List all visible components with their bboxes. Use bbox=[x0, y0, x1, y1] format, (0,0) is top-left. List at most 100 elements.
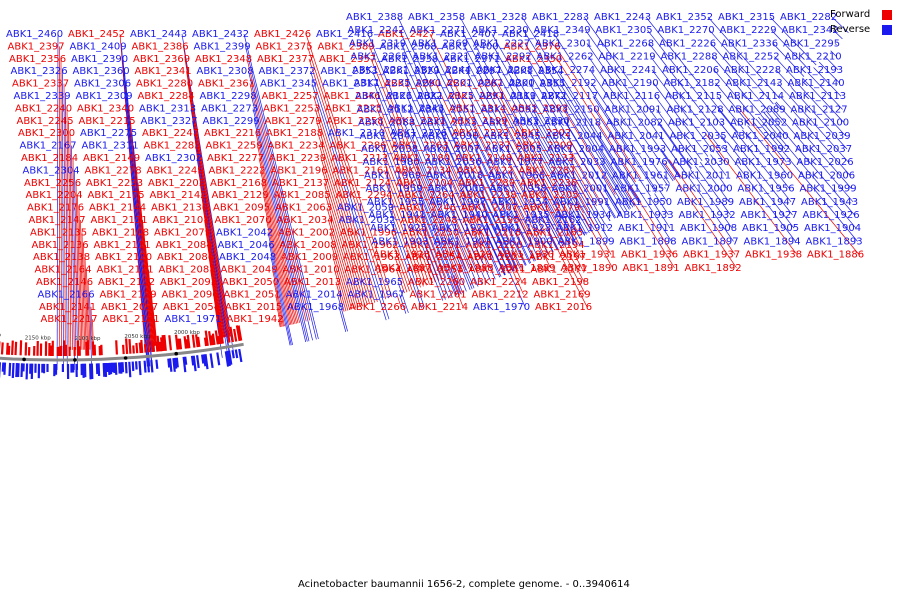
gene-label: ABK1_2215 bbox=[79, 116, 136, 127]
leader-line bbox=[434, 71, 527, 266]
gene-label: ABK1_1891 bbox=[623, 263, 680, 274]
leader-line bbox=[477, 175, 522, 268]
gene-label: ABK1_2008 bbox=[280, 240, 337, 251]
gene-label: ABK1_1980 bbox=[363, 157, 420, 168]
leader-line bbox=[573, 195, 584, 214]
leader-line bbox=[807, 72, 843, 110]
gene-label: ABK1_2230 bbox=[472, 25, 529, 36]
leader-line bbox=[210, 269, 222, 338]
leader-line bbox=[409, 122, 479, 287]
reverse-gene-arrow bbox=[8, 362, 12, 377]
gene-label: ABK1_1958 bbox=[490, 184, 547, 195]
leader-line bbox=[390, 219, 422, 309]
leader-line bbox=[606, 214, 611, 222]
leader-line bbox=[382, 157, 430, 285]
gene-label: ABK1_2285 bbox=[144, 141, 201, 152]
leader-line bbox=[712, 56, 762, 115]
gene-label: ABK1_2012 bbox=[550, 170, 607, 181]
leader-line bbox=[437, 95, 519, 270]
leader-line bbox=[592, 96, 657, 193]
leader-line bbox=[408, 109, 483, 286]
reverse-gene-arrow bbox=[102, 363, 106, 377]
gene-label: ABK1_2314 bbox=[449, 103, 506, 114]
gene-label: ABK1_2341 bbox=[135, 66, 192, 77]
gene-label: ABK1_2239 bbox=[269, 153, 326, 164]
gene-label: ABK1_2140 bbox=[788, 78, 845, 89]
gene-label: ABK1_2224 bbox=[470, 277, 527, 288]
gene-label: ABK1_2292 bbox=[475, 52, 532, 63]
leader-line bbox=[775, 101, 852, 189]
leader-line bbox=[648, 43, 727, 144]
forward-gene-arrow bbox=[203, 337, 208, 347]
gene-label: ABK1_2193 bbox=[786, 65, 843, 76]
gene-label: ABK1_1989 bbox=[677, 197, 734, 208]
gene-label: ABK1_2117 bbox=[541, 91, 598, 102]
gene-label: ABK1_2137 bbox=[272, 178, 329, 189]
reverse-gene-arrow bbox=[3, 362, 7, 375]
reverse-gene-arrow bbox=[216, 352, 221, 366]
reverse-gene-arrow bbox=[146, 360, 150, 373]
leader-line bbox=[246, 58, 311, 321]
gene-label: ABK1_2169 bbox=[534, 289, 591, 300]
reverse-gene-arrow bbox=[196, 355, 200, 369]
gene-label: ABK1_2222 bbox=[209, 165, 266, 176]
gene-label: ABK1_2242 bbox=[348, 25, 405, 36]
gene-label: ABK1_2000 bbox=[676, 184, 733, 195]
leader-line bbox=[818, 61, 840, 84]
leader-line bbox=[134, 157, 152, 347]
leader-line bbox=[208, 257, 222, 338]
leader-line bbox=[417, 188, 460, 295]
forward-gene-arrow bbox=[183, 336, 188, 349]
leader-line bbox=[595, 122, 646, 200]
gene-label: ABK1_2237 bbox=[454, 141, 511, 152]
gene-label: ABK1_2015 bbox=[225, 302, 282, 313]
reverse-gene-arrow bbox=[112, 362, 116, 374]
leader-line bbox=[313, 95, 378, 302]
gene-label: ABK1_2356 bbox=[9, 54, 66, 65]
leader-line bbox=[80, 219, 84, 350]
gene-label: ABK1_2255 bbox=[407, 265, 464, 276]
gene-label: ABK1_2045 bbox=[484, 131, 541, 142]
leader-line bbox=[263, 195, 293, 325]
tick-label: 2200 kbp bbox=[0, 333, 2, 339]
gene-label: ABK1_2355 bbox=[508, 79, 565, 90]
gene-label: ABK1_2182 bbox=[664, 78, 721, 89]
leader-line bbox=[394, 257, 408, 293]
leader-line bbox=[715, 150, 725, 163]
gene-label: ABK1_2227 bbox=[473, 38, 530, 49]
gene-label: ABK1_1889 bbox=[499, 263, 556, 274]
gene-label: ABK1_2051 bbox=[224, 289, 281, 300]
leader-line bbox=[778, 95, 781, 99]
leader-line bbox=[66, 108, 70, 351]
forward-gene-arrow bbox=[150, 342, 154, 353]
gene-label: ABK1_2284 bbox=[138, 91, 195, 102]
gene-label: ABK1_2302 bbox=[145, 153, 202, 164]
reverse-gene-arrow bbox=[124, 361, 128, 374]
leader-line bbox=[597, 135, 640, 204]
leader-line bbox=[542, 201, 567, 246]
leader-line bbox=[600, 162, 630, 210]
gene-label: ABK1_2301 bbox=[535, 38, 592, 49]
leader-line bbox=[465, 69, 559, 250]
gene-label: ABK1_2349 bbox=[534, 25, 591, 36]
leader-line bbox=[77, 195, 81, 350]
gene-label: ABK1_2111 bbox=[94, 240, 151, 251]
gene-label: ABK1_2129 bbox=[212, 190, 269, 201]
tick-label: 2150 kbp bbox=[25, 335, 51, 341]
gene-label: ABK1_2177 bbox=[531, 265, 588, 276]
gene-label: ABK1_2291 bbox=[448, 91, 505, 102]
leader-line bbox=[500, 108, 564, 225]
leader-line bbox=[499, 95, 568, 223]
leader-line bbox=[438, 108, 514, 272]
leader-line bbox=[763, 112, 784, 137]
leader-line bbox=[332, 257, 349, 311]
gene-label: ABK1_2181 bbox=[103, 314, 160, 325]
gene-label: ABK1_2009 bbox=[281, 252, 338, 263]
gene-label: ABK1_2342 bbox=[782, 25, 839, 36]
leader-line bbox=[605, 223, 609, 229]
gene-label: ABK1_2265 bbox=[351, 52, 408, 63]
gene-label: ABK1_2030 bbox=[673, 157, 730, 168]
gene-label: ABK1_1932 bbox=[679, 210, 736, 221]
leader-line bbox=[474, 148, 531, 264]
gene-label: ABK1_1927 bbox=[741, 210, 798, 221]
